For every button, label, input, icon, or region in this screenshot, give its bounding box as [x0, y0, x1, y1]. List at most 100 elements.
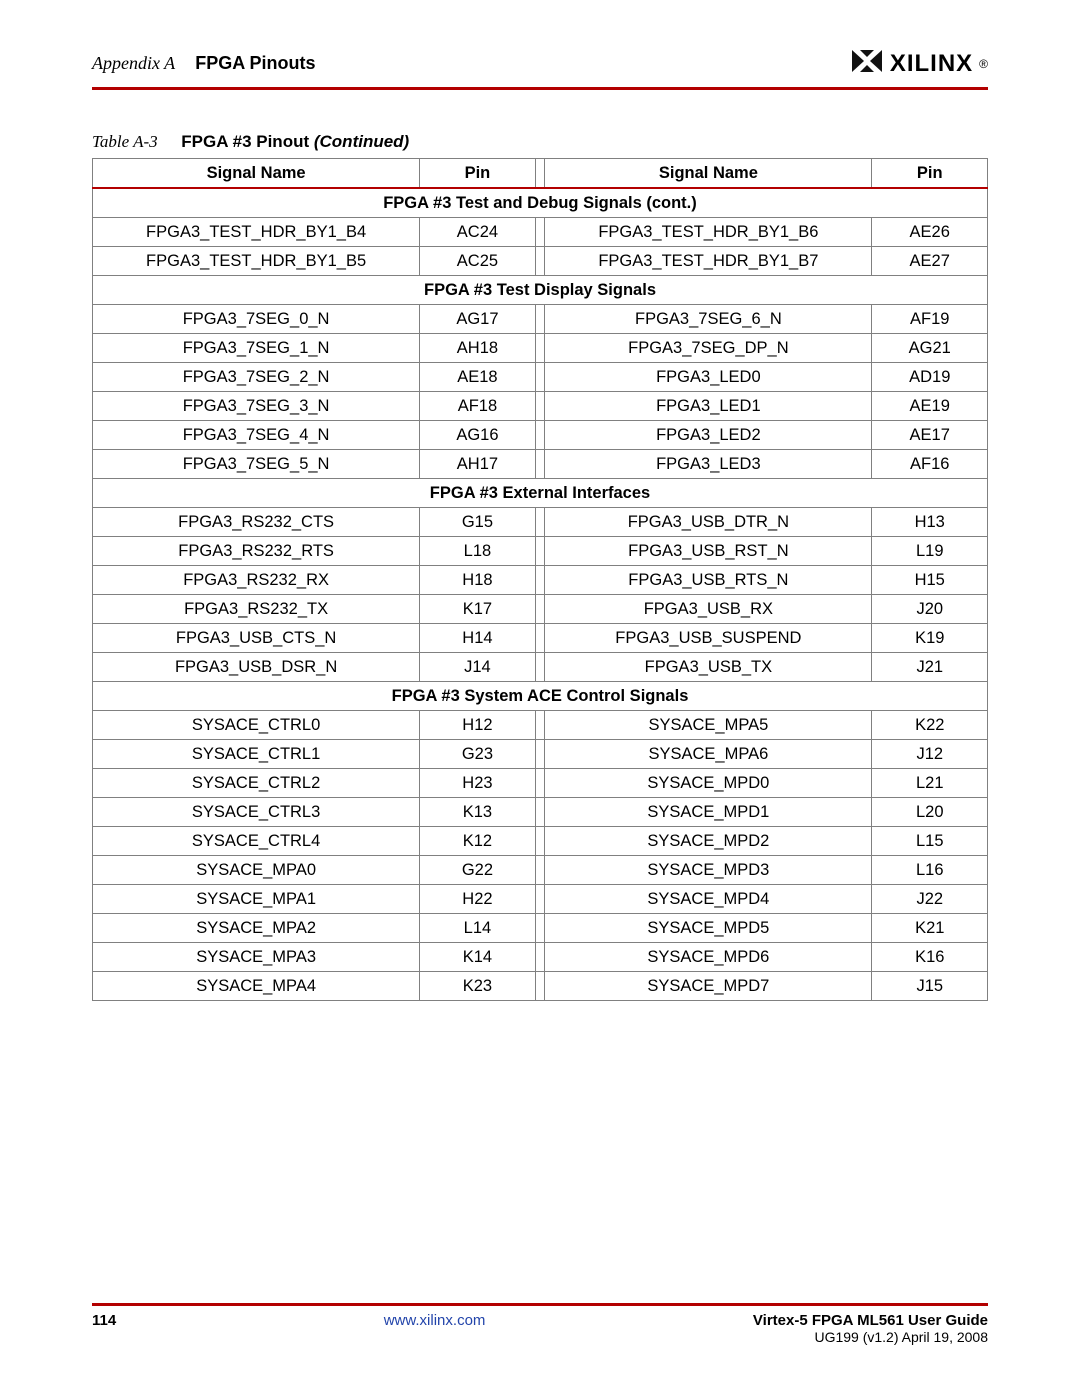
section-header-row: FPGA #3 External Interfaces: [93, 479, 988, 508]
pin-cell: J22: [872, 885, 988, 914]
pin-cell: J14: [420, 653, 535, 682]
signal-cell: FPGA3_RS232_CTS: [93, 508, 420, 537]
signal-cell: SYSACE_MPA6: [545, 740, 872, 769]
pin-cell: AH18: [420, 334, 535, 363]
pin-cell: AE19: [872, 392, 988, 421]
gap-cell: [535, 711, 545, 740]
pin-cell: K13: [420, 798, 535, 827]
pin-cell: AE18: [420, 363, 535, 392]
table-row: SYSACE_CTRL4K12SYSACE_MPD2L15: [93, 827, 988, 856]
xilinx-x-icon: [850, 48, 884, 79]
footer-doc-sub: UG199 (v1.2) April 19, 2008: [753, 1329, 988, 1345]
pinout-table: Signal Name Pin Signal Name Pin FPGA #3 …: [92, 158, 988, 1001]
gap-cell: [535, 972, 545, 1001]
pin-cell: J21: [872, 653, 988, 682]
page-header: Appendix A FPGA Pinouts XILINX ®: [92, 48, 988, 90]
page-number: 114: [92, 1312, 116, 1329]
pin-cell: L15: [872, 827, 988, 856]
table-row: FPGA3_7SEG_0_NAG17FPGA3_7SEG_6_NAF19: [93, 305, 988, 334]
table-row: FPGA3_TEST_HDR_BY1_B4AC24FPGA3_TEST_HDR_…: [93, 218, 988, 247]
footer-doc-title: Virtex-5 FPGA ML561 User Guide: [753, 1312, 988, 1329]
signal-cell: SYSACE_MPA1: [93, 885, 420, 914]
signal-cell: FPGA3_LED1: [545, 392, 872, 421]
pin-cell: H13: [872, 508, 988, 537]
table-row: SYSACE_MPA3K14SYSACE_MPD6K16: [93, 943, 988, 972]
gap-cell: [535, 914, 545, 943]
pin-cell: AC24: [420, 218, 535, 247]
signal-cell: SYSACE_MPD7: [545, 972, 872, 1001]
gap-cell: [535, 624, 545, 653]
xilinx-logo: XILINX ®: [850, 48, 988, 79]
table-row: FPGA3_RS232_RTSL18FPGA3_USB_RST_NL19: [93, 537, 988, 566]
gap-cell: [535, 943, 545, 972]
signal-cell: FPGA3_TEST_HDR_BY1_B7: [545, 247, 872, 276]
table-row: FPGA3_7SEG_1_NAH18FPGA3_7SEG_DP_NAG21: [93, 334, 988, 363]
pin-cell: AE17: [872, 421, 988, 450]
table-row: FPGA3_7SEG_5_NAH17FPGA3_LED3AF16: [93, 450, 988, 479]
pin-cell: L16: [872, 856, 988, 885]
pin-cell: AE27: [872, 247, 988, 276]
signal-cell: FPGA3_RS232_RX: [93, 566, 420, 595]
table-row: SYSACE_MPA2L14SYSACE_MPD5K21: [93, 914, 988, 943]
table-row: FPGA3_RS232_TXK17FPGA3_USB_RXJ20: [93, 595, 988, 624]
pin-cell: G23: [420, 740, 535, 769]
signal-cell: SYSACE_MPA3: [93, 943, 420, 972]
gap-cell: [535, 247, 545, 276]
signal-cell: FPGA3_7SEG_4_N: [93, 421, 420, 450]
signal-cell: SYSACE_CTRL0: [93, 711, 420, 740]
pin-cell: H14: [420, 624, 535, 653]
section-title: FPGA #3 Test Display Signals: [93, 276, 988, 305]
signal-cell: FPGA3_7SEG_0_N: [93, 305, 420, 334]
table-caption: Table A-3 FPGA #3 Pinout (Continued): [92, 132, 988, 152]
signal-cell: FPGA3_7SEG_5_N: [93, 450, 420, 479]
pin-cell: L20: [872, 798, 988, 827]
signal-cell: FPGA3_7SEG_DP_N: [545, 334, 872, 363]
page-footer: 114 www.xilinx.com Virtex-5 FPGA ML561 U…: [92, 1303, 988, 1345]
signal-cell: SYSACE_MPD2: [545, 827, 872, 856]
table-row: FPGA3_7SEG_4_NAG16 FPGA3_LED2AE17: [93, 421, 988, 450]
signal-cell: SYSACE_CTRL4: [93, 827, 420, 856]
table-row: FPGA3_USB_CTS_NH14FPGA3_USB_SUSPENDK19: [93, 624, 988, 653]
pin-cell: K21: [872, 914, 988, 943]
pin-cell: AF19: [872, 305, 988, 334]
signal-cell: SYSACE_MPA2: [93, 914, 420, 943]
table-row: FPGA3_RS232_CTSG15FPGA3_USB_DTR_NH13: [93, 508, 988, 537]
gap-cell: [535, 508, 545, 537]
table-caption-label: Table A-3: [92, 132, 158, 151]
signal-cell: FPGA3_RS232_TX: [93, 595, 420, 624]
signal-cell: SYSACE_MPA4: [93, 972, 420, 1001]
pin-cell: K17: [420, 595, 535, 624]
table-caption-continued: (Continued): [314, 132, 409, 151]
pin-cell: K19: [872, 624, 988, 653]
gap-cell: [535, 450, 545, 479]
xilinx-logo-text: XILINX: [890, 50, 973, 78]
pin-cell: L19: [872, 537, 988, 566]
signal-cell: FPGA3_LED2: [545, 421, 872, 450]
gap-cell: [535, 392, 545, 421]
gap-cell: [535, 769, 545, 798]
section-header-row: FPGA #3 System ACE Control Signals: [93, 682, 988, 711]
header-left: Appendix A FPGA Pinouts: [92, 53, 316, 74]
signal-cell: FPGA3_USB_SUSPEND: [545, 624, 872, 653]
gap-cell: [535, 653, 545, 682]
gap-cell: [535, 885, 545, 914]
col-gap: [535, 159, 545, 189]
appendix-title: FPGA Pinouts: [195, 53, 315, 73]
table-row: FPGA3_TEST_HDR_BY1_B5AC25FPGA3_TEST_HDR_…: [93, 247, 988, 276]
table-row: SYSACE_MPA4K23SYSACE_MPD7J15: [93, 972, 988, 1001]
gap-cell: [535, 798, 545, 827]
pin-cell: AG16: [420, 421, 535, 450]
section-header-row: FPGA #3 Test Display Signals: [93, 276, 988, 305]
gap-cell: [535, 218, 545, 247]
pin-cell: H23: [420, 769, 535, 798]
col-signal-right: Signal Name: [545, 159, 872, 189]
signal-cell: FPGA3_USB_RTS_N: [545, 566, 872, 595]
signal-cell: FPGA3_LED3: [545, 450, 872, 479]
pin-cell: J12: [872, 740, 988, 769]
gap-cell: [535, 827, 545, 856]
gap-cell: [535, 421, 545, 450]
footer-url[interactable]: www.xilinx.com: [116, 1312, 753, 1329]
signal-cell: SYSACE_MPD4: [545, 885, 872, 914]
col-pin-left: Pin: [420, 159, 535, 189]
pin-cell: K22: [872, 711, 988, 740]
